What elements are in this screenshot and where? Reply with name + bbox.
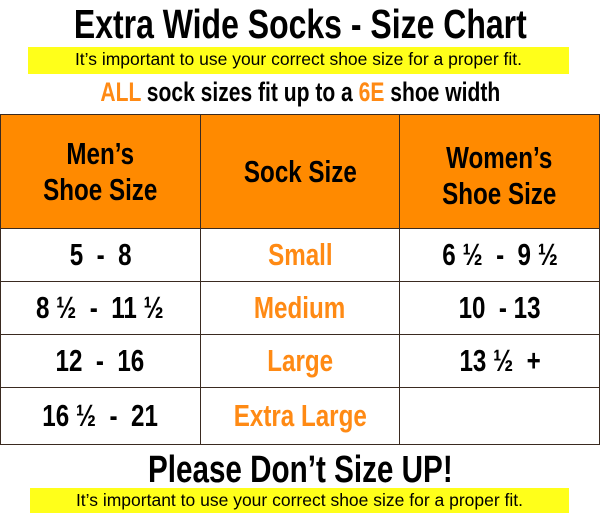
womens-size: 13 ½ +: [399, 334, 600, 388]
fit-notice-top: It’s important to use your correct shoe …: [28, 47, 569, 74]
sock-size: Large: [199, 334, 401, 388]
header-womens: Women’s Shoe Size: [399, 114, 600, 229]
table-row: 16 ½ - 21 Extra Large: [0, 387, 600, 445]
page-title: Extra Wide Socks - Size Chart: [73, 1, 527, 47]
womens-size: 6 ½ - 9 ½: [399, 228, 600, 282]
table-row: 8 ½ - 11 ½ Medium 10 - 13: [0, 281, 600, 335]
mens-size: 16 ½ - 21: [0, 387, 201, 445]
mens-size: 8 ½ - 11 ½: [0, 281, 201, 335]
mens-size: 12 - 16: [0, 334, 201, 388]
size-up-warning: Please Don’t Size UP!: [147, 449, 453, 491]
table-row: 5 - 8 Small 6 ½ - 9 ½: [0, 228, 600, 282]
size-table: Men’s Shoe Size Sock Size Women’s Shoe Siz…: [0, 114, 600, 445]
womens-size: [399, 387, 600, 445]
table-header-row: Men’s Shoe Size Sock Size Women’s Shoe Siz…: [0, 114, 600, 229]
width-subtitle: ALL sock sizes fit up to a 6E shoe width: [100, 77, 500, 107]
fit-notice-bottom: It’s important to use your correct shoe …: [30, 488, 569, 513]
table-row: 12 - 16 Large 13 ½ +: [0, 334, 600, 388]
mens-size: 5 - 8: [0, 228, 201, 282]
sock-size: Extra Large: [199, 387, 401, 445]
header-mens: Men’s Shoe Size: [0, 114, 201, 229]
womens-size: 10 - 13: [399, 281, 600, 335]
sock-size: Small: [199, 228, 401, 282]
header-sock: Sock Size: [199, 114, 401, 229]
sock-size: Medium: [199, 281, 401, 335]
